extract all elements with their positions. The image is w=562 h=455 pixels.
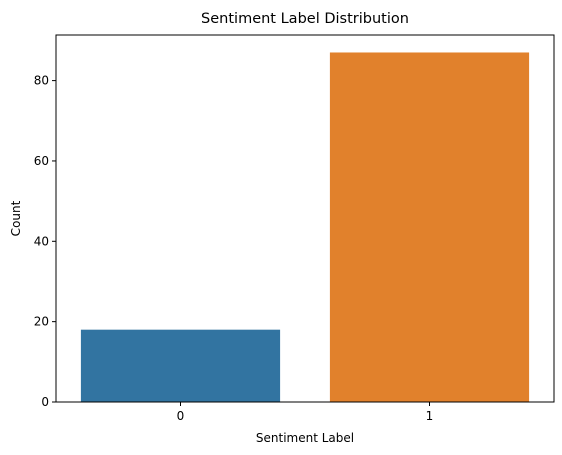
y-axis-ticks: 0 20 40 60 80 — [34, 74, 56, 409]
chart-title: Sentiment Label Distribution — [201, 11, 409, 27]
y-tick-label-80: 80 — [34, 74, 49, 88]
plot-frame — [55, 34, 555, 403]
x-tick-label-0: 0 — [177, 409, 185, 423]
x-tick-label-1: 1 — [426, 409, 434, 423]
bar-1 — [329, 52, 530, 402]
y-tick-label-60: 60 — [34, 154, 49, 168]
bar-0 — [80, 329, 281, 402]
y-axis-label: Count — [9, 200, 23, 236]
y-tick-label-0: 0 — [41, 395, 49, 409]
bars-group — [80, 52, 530, 402]
y-tick-label-20: 20 — [34, 315, 49, 329]
y-tick-label-40: 40 — [34, 234, 49, 248]
x-axis-label: Sentiment Label — [256, 431, 354, 445]
